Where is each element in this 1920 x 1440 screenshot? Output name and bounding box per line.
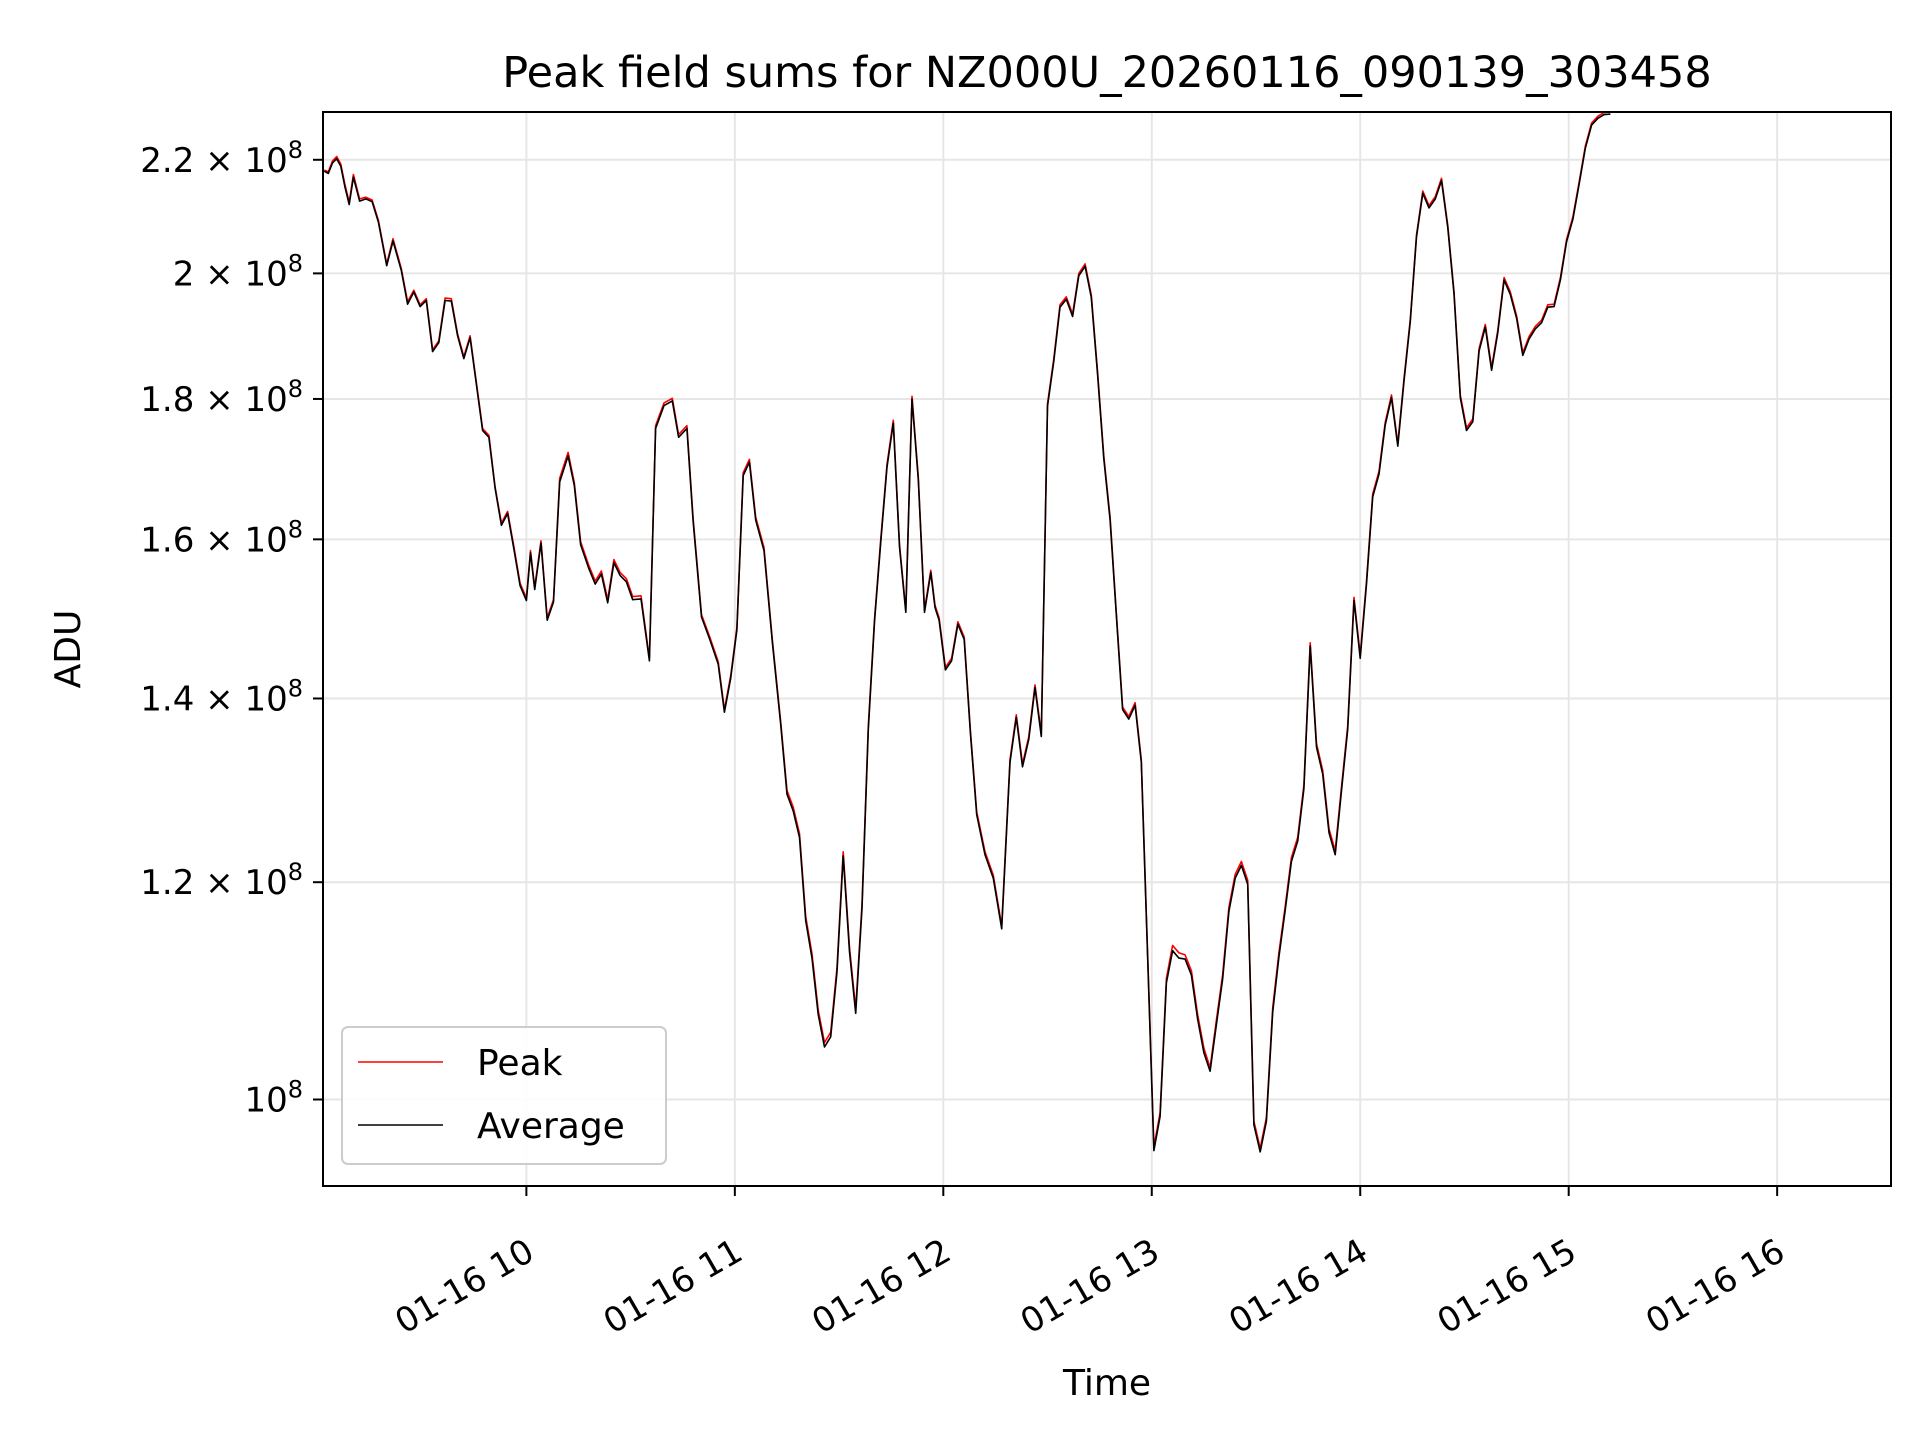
series-layer [323, 112, 1611, 1153]
y-tick-label: 1.6 × 108 [140, 515, 303, 560]
y-tick-label: 1.2 × 108 [140, 858, 303, 903]
y-axis-ticks: 108 1.2 × 108 1.4 × 108 1.6 × 108 1.8 × 108 2… [140, 136, 323, 1121]
chart-title: Peak field sums for NZ000U_20260116_0901… [502, 48, 1711, 98]
y-tick-label: 2 × 108 [173, 249, 303, 294]
legend-peak-label: Peak [477, 1043, 563, 1084]
y-tick-label: 108 [244, 1076, 303, 1121]
y-tick-label: 1.8 × 108 [140, 375, 303, 420]
series-line-average [323, 113, 1611, 1153]
y-axis-label: ADU [48, 610, 89, 689]
x-axis-label: Time [1062, 1363, 1151, 1404]
legend-average-label: Average [477, 1106, 625, 1147]
plot-frame [322, 111, 1892, 1187]
legend: Peak Average [341, 1026, 667, 1165]
y-tick-label: 1.4 × 108 [140, 674, 303, 719]
y-tick-label: 2.2 × 108 [140, 136, 303, 181]
